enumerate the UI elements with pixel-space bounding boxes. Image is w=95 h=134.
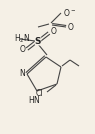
Text: S: S [35, 36, 41, 46]
Text: N: N [33, 96, 39, 105]
Text: Cl: Cl [36, 90, 43, 98]
Text: O: O [68, 23, 74, 31]
Text: O: O [51, 27, 57, 36]
Text: O: O [19, 46, 25, 55]
Text: H$_2$N: H$_2$N [14, 33, 30, 45]
Text: O$^-$: O$^-$ [63, 7, 76, 18]
Text: H: H [28, 96, 34, 105]
Text: N: N [19, 70, 25, 79]
